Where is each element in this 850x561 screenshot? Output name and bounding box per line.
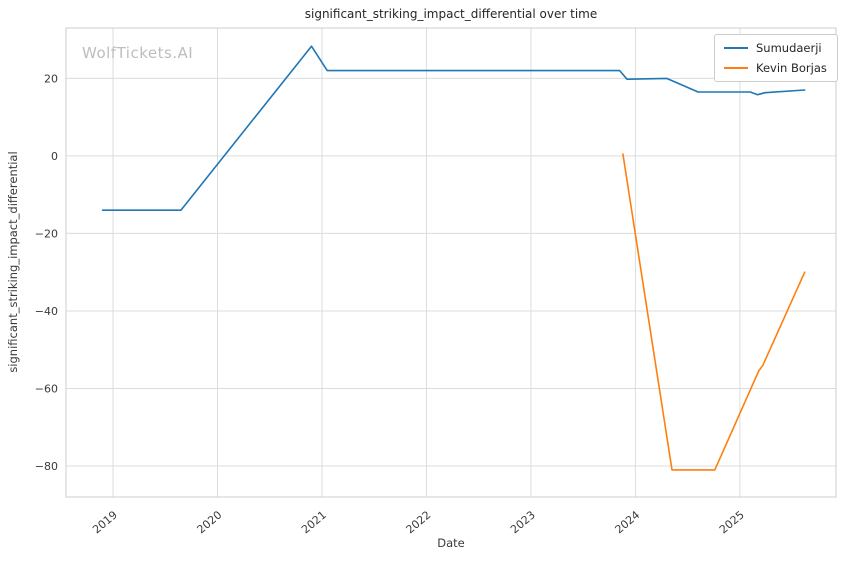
y-tick-label: 0 [51, 150, 58, 163]
series-line-kevin-borjas [622, 153, 806, 471]
legend-item-kevin-borjas: Kevin Borjas [724, 61, 827, 75]
x-tick-label: 2020 [195, 508, 225, 536]
y-tick-label: −20 [35, 227, 58, 240]
legend: Sumudaerji Kevin Borjas [714, 34, 838, 82]
x-tick-label: 2023 [508, 508, 538, 536]
legend-line-swatch-kevin-borjas [724, 67, 748, 69]
x-tick-label: 2024 [613, 508, 643, 536]
y-tick-label: −60 [35, 382, 58, 395]
x-tick-label: 2025 [717, 508, 747, 536]
series-line-sumudaerji [101, 45, 806, 211]
legend-label-kevin-borjas: Kevin Borjas [756, 61, 827, 75]
legend-label-sumudaerji: Sumudaerji [756, 41, 822, 55]
y-tick-label: −80 [35, 460, 58, 473]
legend-line-swatch-sumudaerji [724, 47, 748, 49]
y-tick-label: −40 [35, 305, 58, 318]
y-axis-label: significant_striking_impact_differential [6, 151, 20, 373]
x-axis-label: Date [437, 536, 465, 550]
legend-item-sumudaerji: Sumudaerji [724, 41, 827, 55]
plot-border [65, 27, 837, 498]
x-tick-label: 2019 [90, 508, 120, 536]
x-tick-label: 2021 [299, 508, 329, 536]
watermark: WolfTickets.AI [82, 44, 194, 62]
chart-title: significant_striking_impact_differential… [304, 7, 598, 21]
x-tick-label: 2022 [404, 508, 434, 536]
y-tick-label: 20 [44, 72, 58, 85]
